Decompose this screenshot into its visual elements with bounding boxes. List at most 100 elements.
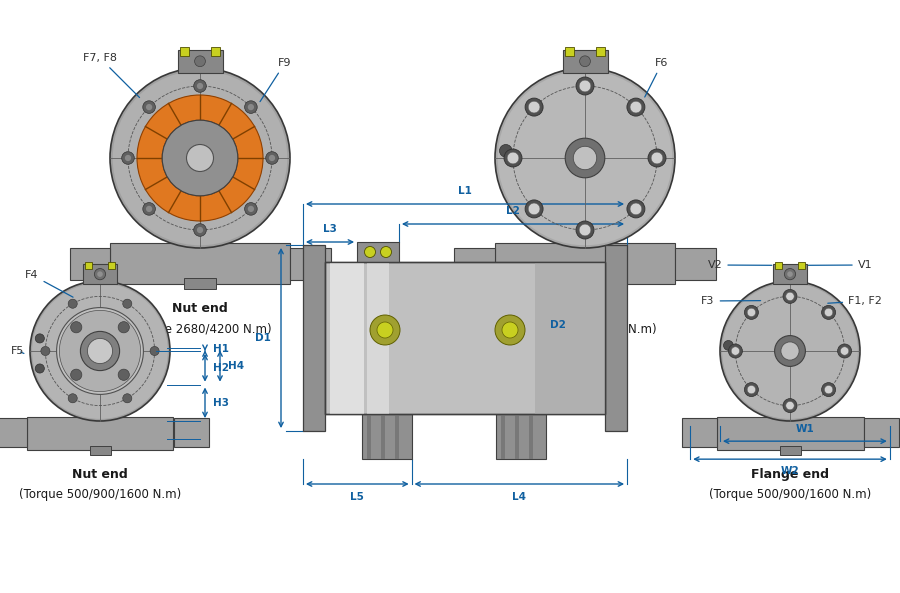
Bar xyxy=(605,245,627,431)
Circle shape xyxy=(87,339,112,364)
Circle shape xyxy=(150,346,159,356)
Circle shape xyxy=(245,101,257,113)
Circle shape xyxy=(731,347,740,355)
Text: F9: F9 xyxy=(260,58,292,101)
Bar xyxy=(325,262,605,414)
Circle shape xyxy=(824,385,832,394)
Bar xyxy=(180,47,189,56)
Circle shape xyxy=(648,149,666,167)
Circle shape xyxy=(110,68,290,248)
Circle shape xyxy=(122,299,132,308)
Bar xyxy=(863,419,898,447)
Circle shape xyxy=(146,206,152,212)
Bar xyxy=(357,242,399,262)
Text: F6: F6 xyxy=(644,58,669,97)
Text: Flange end: Flange end xyxy=(546,302,624,315)
Circle shape xyxy=(627,200,645,218)
Circle shape xyxy=(528,101,540,113)
Bar xyxy=(303,245,325,431)
Circle shape xyxy=(35,364,44,373)
Text: F7, F8: F7, F8 xyxy=(83,53,140,97)
Circle shape xyxy=(651,152,662,164)
Circle shape xyxy=(35,334,44,343)
Circle shape xyxy=(194,56,205,66)
Bar xyxy=(716,417,863,451)
Circle shape xyxy=(146,104,152,110)
Circle shape xyxy=(118,369,130,380)
Circle shape xyxy=(197,227,203,233)
Circle shape xyxy=(783,398,797,413)
Circle shape xyxy=(580,56,590,66)
Text: V2: V2 xyxy=(707,260,772,270)
Circle shape xyxy=(143,203,156,215)
Circle shape xyxy=(68,299,77,308)
Circle shape xyxy=(576,77,594,95)
Circle shape xyxy=(786,292,794,301)
Circle shape xyxy=(118,321,130,333)
Bar xyxy=(596,47,605,56)
Circle shape xyxy=(266,152,278,164)
Circle shape xyxy=(94,269,105,280)
Text: F1, F2: F1, F2 xyxy=(828,296,882,306)
Bar xyxy=(565,47,574,56)
Text: W2: W2 xyxy=(780,466,799,476)
Circle shape xyxy=(248,104,254,110)
Bar xyxy=(681,419,716,447)
Circle shape xyxy=(197,83,203,89)
Text: L2: L2 xyxy=(506,206,520,216)
Bar xyxy=(110,244,290,284)
Circle shape xyxy=(377,322,393,338)
Circle shape xyxy=(97,272,103,277)
Circle shape xyxy=(528,203,540,215)
Circle shape xyxy=(57,308,143,394)
Circle shape xyxy=(68,394,77,403)
Circle shape xyxy=(370,315,400,345)
Circle shape xyxy=(525,98,543,116)
Circle shape xyxy=(30,281,170,421)
Circle shape xyxy=(728,344,742,358)
Circle shape xyxy=(576,221,594,239)
Bar xyxy=(211,47,220,56)
Circle shape xyxy=(580,224,590,236)
Circle shape xyxy=(722,283,858,419)
Bar xyxy=(174,419,209,447)
Text: F5: F5 xyxy=(12,346,24,356)
Bar xyxy=(108,262,115,269)
Bar xyxy=(394,414,399,459)
Bar xyxy=(675,247,716,280)
Circle shape xyxy=(565,138,605,178)
Text: (Torque 2680/4200 N.m): (Torque 2680/4200 N.m) xyxy=(128,323,272,336)
Circle shape xyxy=(186,145,213,171)
Circle shape xyxy=(783,289,797,304)
Bar xyxy=(779,446,800,455)
Circle shape xyxy=(824,308,832,317)
Circle shape xyxy=(720,281,860,421)
Bar xyxy=(798,262,806,269)
Bar xyxy=(454,247,495,280)
Text: L5: L5 xyxy=(350,492,365,502)
Bar xyxy=(562,50,608,72)
Circle shape xyxy=(80,331,120,371)
Circle shape xyxy=(498,71,672,246)
Text: Nut end: Nut end xyxy=(72,468,128,481)
Circle shape xyxy=(248,206,254,212)
Bar xyxy=(0,419,26,447)
Bar xyxy=(569,278,601,289)
Wedge shape xyxy=(137,95,263,221)
Text: H3: H3 xyxy=(213,398,229,408)
Circle shape xyxy=(32,283,168,419)
Bar xyxy=(367,262,390,414)
Text: L1: L1 xyxy=(458,186,472,196)
Text: F4: F4 xyxy=(25,270,73,297)
Circle shape xyxy=(122,152,134,164)
Text: Flange end: Flange end xyxy=(751,468,829,481)
Bar xyxy=(83,264,117,284)
Circle shape xyxy=(500,145,512,157)
Circle shape xyxy=(724,340,733,350)
Text: D1: D1 xyxy=(255,333,271,343)
Text: D2: D2 xyxy=(550,320,566,330)
Text: V1: V1 xyxy=(808,260,872,270)
Bar xyxy=(69,247,110,280)
Text: H4: H4 xyxy=(228,361,244,371)
Circle shape xyxy=(122,394,131,403)
